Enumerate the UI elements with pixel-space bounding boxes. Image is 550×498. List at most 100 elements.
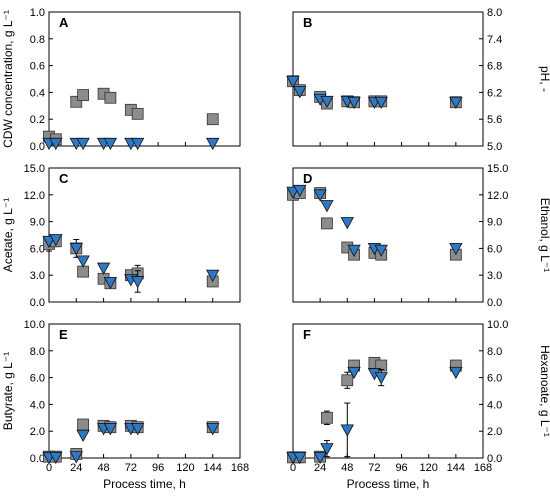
y-tick-label: 0.2 xyxy=(30,114,45,126)
x-tick-label: 168 xyxy=(231,462,249,474)
triangle-marker xyxy=(96,262,111,275)
y-tick-label: 6.0 xyxy=(487,373,502,385)
y-axis-label: Ethanol, g L⁻¹ xyxy=(538,198,550,272)
y-axis-label: Hexanoate, g L⁻¹ xyxy=(538,345,550,437)
panel-letter: D xyxy=(303,171,312,186)
triangle-marker xyxy=(49,451,63,465)
triangle-marker xyxy=(340,424,354,437)
triangle-marker xyxy=(206,269,220,283)
panel-c: C 0.0 3.0 6.0 9.0 12.0 15.0 Acetate, g L⁻¹ xyxy=(1,163,241,309)
triangle-marker xyxy=(206,137,220,151)
y-tick-label: 0.0 xyxy=(487,297,502,309)
y-axis-label: Butyrate, g L⁻¹ xyxy=(1,352,15,430)
y-axis-label: CDW concentration, g L⁻¹ xyxy=(1,10,15,148)
y-tick-label: 9.0 xyxy=(30,217,45,229)
y-tick-label: 0.0 xyxy=(30,453,45,465)
x-axis-label: Process time, h xyxy=(347,477,430,491)
square-marker xyxy=(206,113,219,126)
x-tick-label: 48 xyxy=(97,462,109,474)
panel-d: D 0.0 3.0 6.0 9.0 12.0 15.0 Ethanol, g L⁻¹ xyxy=(286,163,550,309)
x-tick-label: 144 xyxy=(447,462,465,474)
square-marker xyxy=(77,89,90,101)
y-tick-label: 10.0 xyxy=(24,319,45,331)
triangle-marker xyxy=(374,372,388,385)
y-tick-label: 2.0 xyxy=(30,426,45,438)
square-marker xyxy=(131,107,144,120)
panel-letter: C xyxy=(59,171,69,186)
triangle-marker xyxy=(347,244,361,258)
y-tick-label: 1.0 xyxy=(30,7,45,19)
y-axis-label: pH, - xyxy=(538,66,550,92)
y-tick-label: 15.0 xyxy=(24,163,45,175)
x-tick-label: 96 xyxy=(152,462,164,474)
triangle-marker xyxy=(103,276,118,290)
triangle-marker xyxy=(49,137,63,151)
y-tick-label: 8.0 xyxy=(30,346,45,358)
plot-frame xyxy=(292,167,484,303)
x-tick-label: 24 xyxy=(70,462,82,474)
y-tick-label: 3.0 xyxy=(487,270,502,282)
triangle-marker xyxy=(320,95,334,109)
y-tick-label: 0.0 xyxy=(30,297,45,309)
y-tick-label: 12.0 xyxy=(487,190,508,202)
triangle-marker xyxy=(320,443,334,456)
triangle-marker xyxy=(293,451,307,465)
y-tick-label: 2.0 xyxy=(487,426,502,438)
triangle-marker xyxy=(103,137,118,151)
x-tick-label: 72 xyxy=(125,462,137,474)
y-tick-label: 6.0 xyxy=(30,373,45,385)
triangle-marker xyxy=(293,184,307,198)
square-marker xyxy=(321,411,333,424)
panel-a: A 0.0 0.2 0.4 0.6 0.8 1.0 CDW concentration, g … xyxy=(1,7,241,153)
x-tick-label: 120 xyxy=(420,462,438,474)
triangle-marker xyxy=(131,137,145,151)
x-axis-label: Process time, h xyxy=(103,477,186,491)
y-tick-label: 0.4 xyxy=(30,87,45,99)
plot-frame xyxy=(48,11,241,147)
triangle-marker xyxy=(449,366,463,380)
triangle-marker xyxy=(131,423,145,436)
y-tick-label: 4.0 xyxy=(487,399,502,411)
triangle-marker xyxy=(347,366,361,380)
panel-letter: A xyxy=(59,15,69,30)
x-tick-label: 48 xyxy=(341,462,353,474)
y-tick-label: 7.4 xyxy=(487,34,502,46)
x-tick-label: 72 xyxy=(368,462,380,474)
square-marker xyxy=(341,374,354,387)
x-tick-label: 24 xyxy=(314,462,326,474)
x-tick-label: 96 xyxy=(395,462,407,474)
triangle-marker xyxy=(103,423,118,436)
y-tick-label: 5.0 xyxy=(487,141,502,153)
triangle-marker xyxy=(206,423,220,436)
plot-frame xyxy=(48,167,241,303)
y-tick-label: 0.0 xyxy=(487,453,502,465)
triangle-marker xyxy=(374,244,388,258)
triangle-marker xyxy=(76,429,90,443)
triangle-marker xyxy=(131,276,145,289)
x-tick-label: 168 xyxy=(474,462,492,474)
triangle-marker xyxy=(449,96,463,110)
square-marker xyxy=(70,95,83,108)
y-tick-label: 6.0 xyxy=(30,243,45,255)
panel-letter: B xyxy=(303,15,312,30)
x-tick-label: 120 xyxy=(176,462,194,474)
triangle-marker xyxy=(76,137,90,151)
triangle-marker xyxy=(347,96,361,110)
y-tick-label: 12.0 xyxy=(24,190,45,202)
triangle-marker xyxy=(286,75,300,89)
triangle-marker xyxy=(293,86,307,99)
triangle-marker xyxy=(49,234,63,247)
y-tick-label: 10.0 xyxy=(487,319,508,331)
y-tick-label: 6.2 xyxy=(487,87,502,99)
panel-b: B 5.0 5.6 6.2 6.8 7.4 8.0 pH, - xyxy=(286,7,550,153)
square-marker xyxy=(77,418,90,431)
y-tick-label: 0.0 xyxy=(30,141,45,153)
y-tick-label: 0.6 xyxy=(30,61,45,73)
x-tick-label: 144 xyxy=(204,462,222,474)
y-tick-label: 15.0 xyxy=(487,163,508,175)
plot-frame xyxy=(292,323,484,459)
x-tick-label: 0 xyxy=(290,462,296,474)
square-marker xyxy=(104,91,117,104)
triangle-marker xyxy=(69,242,83,256)
